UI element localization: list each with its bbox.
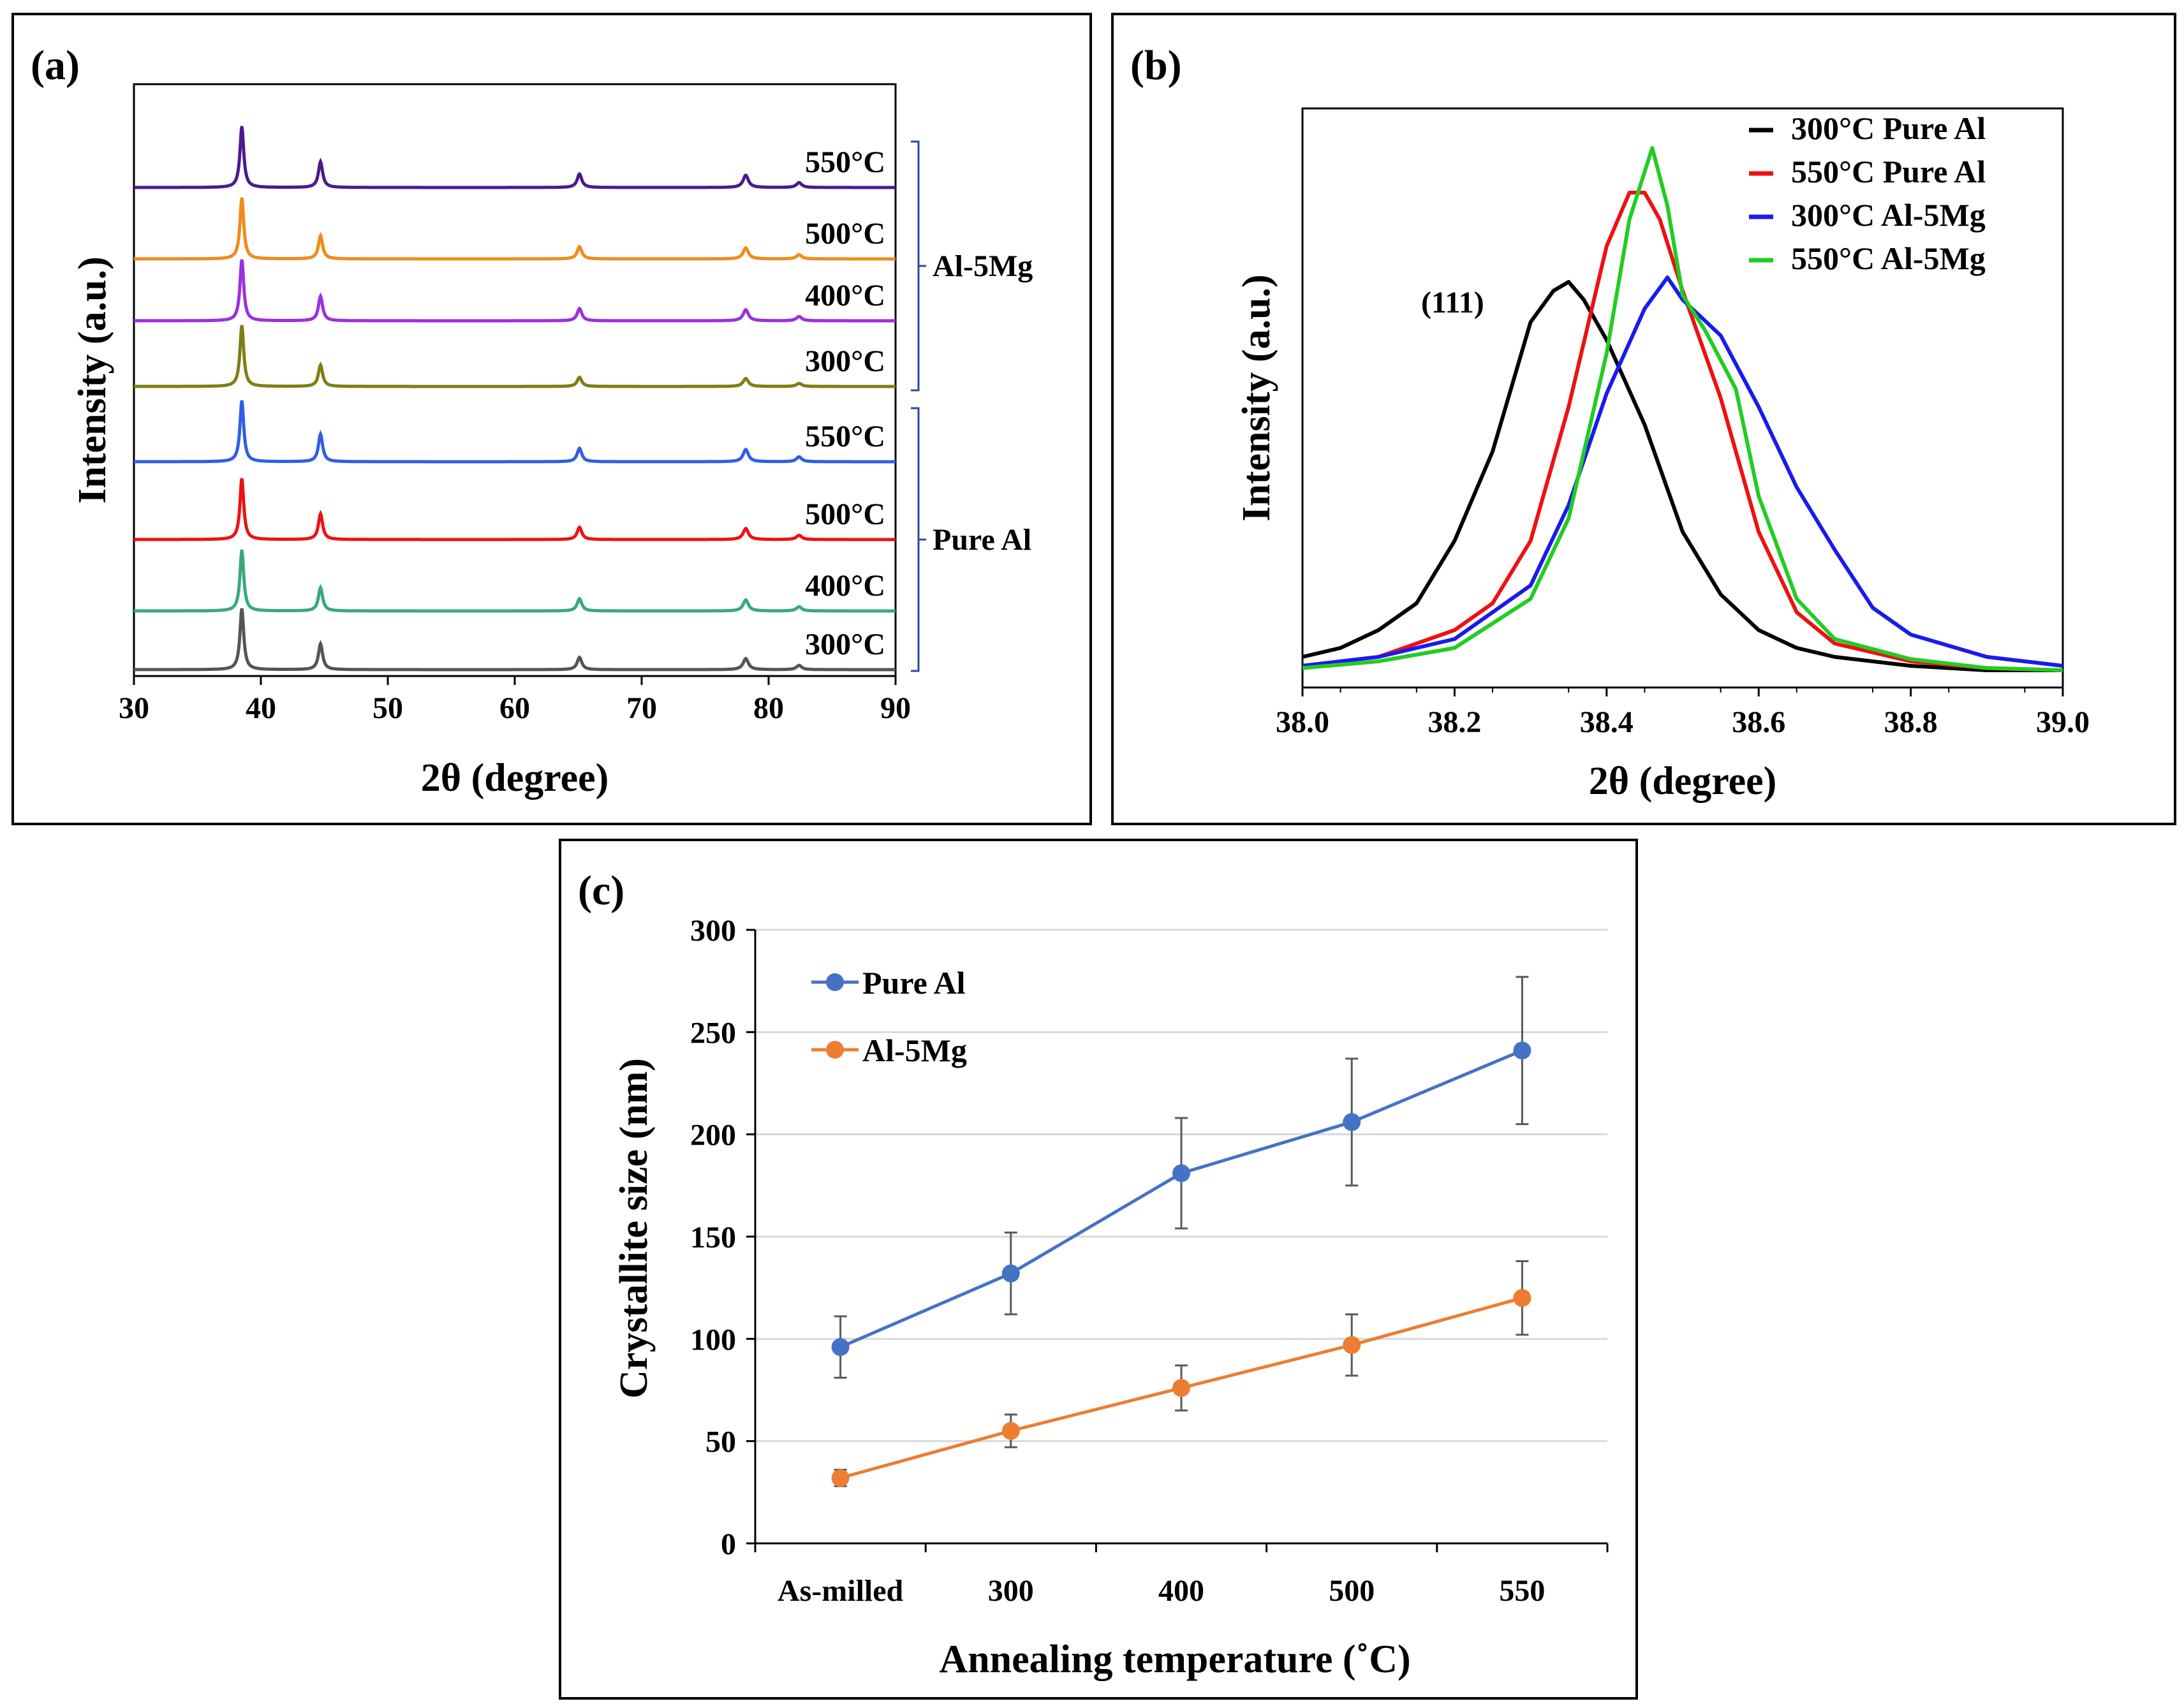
x-category-label: 400: [1158, 1574, 1204, 1608]
group-label: Pure Al: [933, 523, 1031, 557]
x-tick-label: 90: [880, 691, 911, 725]
panel-c-frame: [559, 839, 1638, 1700]
x-category-label: 500: [1329, 1574, 1375, 1608]
trace-temperature-label: 400°C: [805, 279, 885, 313]
data-point: [1001, 1264, 1020, 1283]
panel-a-chart: 30 40 50 60 70 80 90 550°C 500°C 400°C 300°C 550°C…: [71, 83, 1033, 800]
data-point: [1513, 1289, 1531, 1307]
group-bracket: [911, 140, 920, 392]
x-tick-label: 38.0: [1276, 705, 1329, 739]
xrd-trace-al-5mg-300c: [134, 325, 896, 388]
y-tick-label: 300: [690, 914, 736, 948]
peak-curve-0: [1302, 280, 2063, 672]
x-tick-label: 38.6: [1732, 705, 1785, 739]
x-tick-label: 39.0: [2036, 705, 2090, 739]
legend-entry-label: Pure Al: [862, 965, 966, 1001]
data-point: [831, 1338, 850, 1357]
data-point: [1001, 1422, 1020, 1440]
panel-c-y-axis-label: Crystallite size (nm): [612, 1058, 656, 1399]
trace-temperature-label: 400°C: [805, 569, 885, 603]
data-point: [831, 1469, 850, 1487]
data-point: [1513, 1041, 1531, 1060]
x-category-label: 550: [1499, 1574, 1545, 1608]
panel-a-x-axis-label: 2θ (degree): [421, 756, 609, 800]
trace-temperature-label: 500°C: [805, 217, 885, 251]
panel-b-y-axis-label: Intensity (a.u.): [1235, 274, 1278, 522]
panel-c-label: (c): [578, 867, 624, 914]
data-point: [1172, 1379, 1190, 1397]
trace-temperature-label: 300°C: [805, 628, 885, 661]
trace-temperature-label: 550°C: [805, 145, 885, 179]
x-tick-label: 50: [373, 691, 403, 725]
panel-a-y-axis-label: Intensity (a.u.): [71, 256, 114, 504]
y-tick-label: 200: [690, 1119, 736, 1152]
x-category-label: As-milled: [778, 1574, 904, 1608]
panel-b-plot-area: [1301, 107, 2064, 689]
data-point: [1343, 1335, 1361, 1354]
panel-b-chart: 38.0 38.2 38.4 38.6 38.8 39.0 (111) 300°C Pur…: [1235, 107, 2090, 803]
y-tick-label: 0: [721, 1527, 736, 1561]
peak-curve-1: [1302, 191, 2063, 672]
panel-c-x-axis-label: Annealing temperature (˚C): [939, 1638, 1410, 1681]
panel-a-label: (a): [31, 42, 80, 89]
group-label: Al-5Mg: [933, 249, 1033, 283]
peak-curve-2: [1302, 276, 2063, 668]
x-tick-label: 38.4: [1580, 705, 1634, 739]
x-tick-label: 80: [753, 691, 784, 725]
legend-entry-label: Al-5Mg: [862, 1033, 967, 1068]
group-bracket: [911, 407, 920, 672]
data-point: [1172, 1164, 1190, 1182]
trace-temperature-label: 300°C: [805, 344, 885, 378]
y-tick-label: 50: [705, 1425, 736, 1459]
legend-entry-label: 300°C Al-5Mg: [1791, 197, 1986, 233]
legend-marker: [826, 1041, 844, 1059]
xrd-trace-al-5mg-550c: [134, 126, 896, 189]
legend-entry-label: 300°C Pure Al: [1791, 110, 1986, 146]
xrd-trace-pure-al-300c: [134, 608, 896, 672]
x-tick-label: 30: [119, 691, 149, 725]
xrd-trace-al-5mg-400c: [134, 259, 896, 323]
trace-temperature-label: 500°C: [805, 497, 885, 531]
legend-marker: [826, 973, 844, 991]
xrd-trace-al-5mg-500c: [134, 197, 896, 261]
y-tick-label: 150: [690, 1221, 736, 1254]
legend-entry-label: 550°C Pure Al: [1791, 154, 1986, 189]
trace-temperature-label: 550°C: [805, 420, 885, 453]
x-tick-label: 38.2: [1428, 705, 1481, 739]
xrd-trace-pure-al-400c: [134, 549, 896, 613]
x-tick-label: 38.8: [1884, 705, 1938, 739]
x-tick-label: 40: [246, 691, 276, 725]
xrd-trace-pure-al-550c: [134, 400, 896, 464]
panel-a-frame: [11, 13, 1092, 825]
panel-b-frame: [1111, 13, 2176, 825]
y-tick-label: 100: [690, 1323, 736, 1357]
x-tick-label: 60: [499, 691, 530, 725]
y-tick-label: 250: [690, 1016, 736, 1050]
x-category-label: 300: [988, 1574, 1034, 1608]
xrd-trace-pure-al-500c: [134, 478, 896, 541]
panel-b-label: (b): [1130, 42, 1182, 89]
legend-entry-label: 550°C Al-5Mg: [1791, 240, 1986, 276]
panel-b-x-axis-label: 2θ (degree): [1589, 760, 1777, 803]
x-tick-label: 70: [626, 691, 657, 725]
peak-curve-3: [1302, 146, 2063, 672]
panel-b-peak-annotation: (111): [1421, 286, 1484, 320]
data-point: [1343, 1113, 1361, 1131]
